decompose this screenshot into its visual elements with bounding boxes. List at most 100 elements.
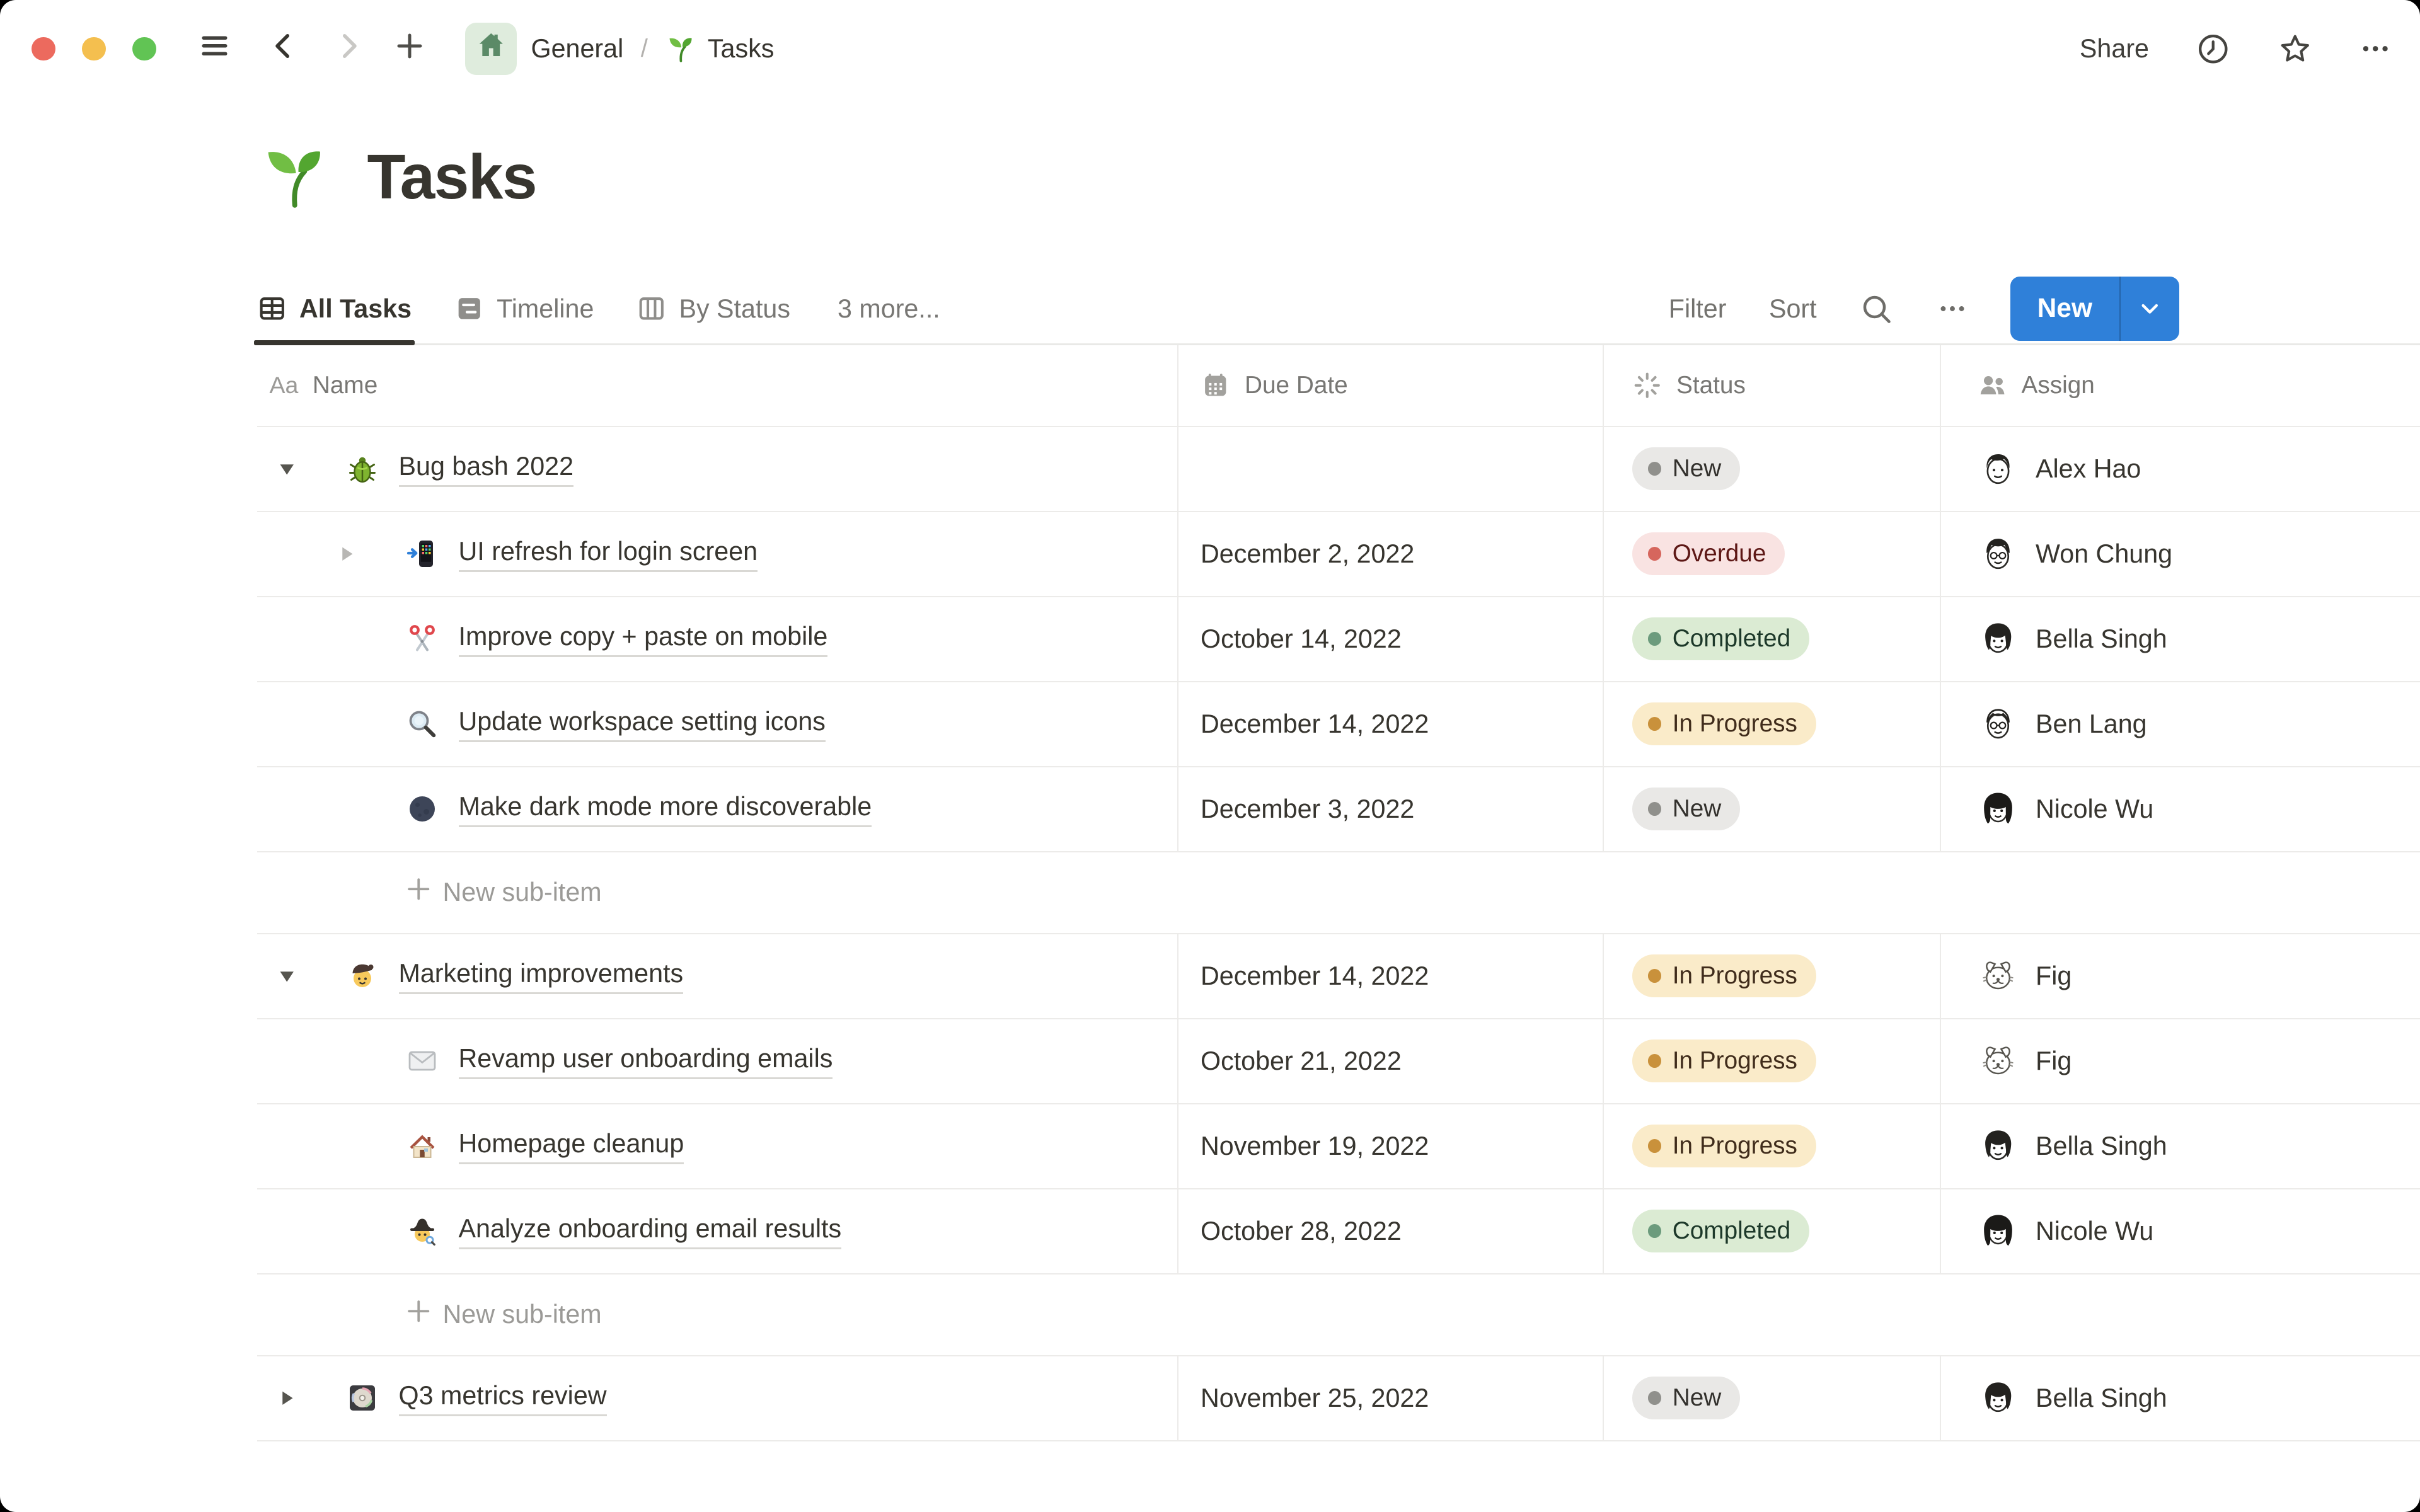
navigate-back-button[interactable] xyxy=(260,25,308,72)
status-cell[interactable]: Overdue xyxy=(1604,512,1941,596)
column-header-status[interactable]: Status xyxy=(1604,345,1941,426)
status-badge[interactable]: New xyxy=(1632,1377,1741,1419)
status-cell[interactable]: In Progress xyxy=(1604,934,1941,1018)
status-cell[interactable]: In Progress xyxy=(1604,1104,1941,1188)
toggle-collapsed-icon[interactable] xyxy=(274,1388,299,1409)
task-name-link[interactable]: Improve copy + paste on mobile xyxy=(458,621,828,657)
status-cell[interactable]: New xyxy=(1604,1356,1941,1440)
artist-icon xyxy=(347,960,378,992)
assignee-name: Alex Hao xyxy=(2036,454,2141,483)
due-date-cell[interactable]: November 19, 2022 xyxy=(1178,1104,1604,1188)
toggle-collapsed-icon[interactable] xyxy=(334,544,359,564)
status-badge[interactable]: In Progress xyxy=(1632,1125,1816,1167)
status-badge[interactable]: Completed xyxy=(1632,1210,1810,1252)
favorite-star-icon[interactable] xyxy=(2277,31,2313,67)
status-cell[interactable]: In Progress xyxy=(1604,1019,1941,1103)
assign-cell[interactable]: Fig xyxy=(1941,1019,2420,1103)
tab-timeline[interactable]: Timeline xyxy=(454,273,594,345)
breadcrumb-space[interactable]: General xyxy=(531,34,624,63)
due-date-value: October 14, 2022 xyxy=(1201,624,1402,653)
teamspace-icon[interactable] xyxy=(464,23,517,75)
page-seedling-icon[interactable] xyxy=(257,140,331,215)
assign-cell[interactable]: Nicole Wu xyxy=(1941,767,2420,851)
status-badge[interactable]: In Progress xyxy=(1632,1040,1816,1082)
status-cell[interactable]: New xyxy=(1604,427,1941,511)
chevron-left-icon xyxy=(268,30,299,68)
due-date-value: December 3, 2022 xyxy=(1201,794,1415,823)
task-name-link[interactable]: UI refresh for login screen xyxy=(458,536,758,572)
task-name-link[interactable]: Update workspace setting icons xyxy=(458,706,826,742)
status-cell[interactable]: Completed xyxy=(1604,1189,1941,1273)
new-button[interactable]: New xyxy=(2010,276,2179,341)
assignee-name: Bella Singh xyxy=(2036,624,2167,653)
task-name-link[interactable]: Revamp user onboarding emails xyxy=(458,1043,833,1079)
more-views-button[interactable]: 3 more... xyxy=(837,294,940,323)
zoom-window-button[interactable] xyxy=(132,37,156,61)
share-button[interactable]: Share xyxy=(2079,34,2149,63)
updates-clock-icon[interactable] xyxy=(2195,31,2232,67)
due-date-cell[interactable] xyxy=(1178,427,1604,511)
table-row: UI refresh for login screen December 2, 2… xyxy=(256,512,2420,597)
assign-cell[interactable]: Nicole Wu xyxy=(1941,1189,2420,1273)
sort-button[interactable]: Sort xyxy=(1768,294,1817,323)
due-date-cell[interactable]: October 21, 2022 xyxy=(1178,1019,1604,1103)
filter-button[interactable]: Filter xyxy=(1668,294,1727,323)
sidebar-menu-button[interactable] xyxy=(191,25,238,72)
new-sub-item-row[interactable]: New sub-item xyxy=(256,1274,2420,1356)
navigate-forward-button[interactable] xyxy=(325,25,372,72)
due-date-cell[interactable]: December 2, 2022 xyxy=(1178,512,1604,596)
tab-by-status[interactable]: By Status xyxy=(637,273,790,345)
minimize-window-button[interactable] xyxy=(82,37,106,61)
due-date-cell[interactable]: December 3, 2022 xyxy=(1178,767,1604,851)
column-header-assign[interactable]: Assign xyxy=(1941,345,2420,426)
due-date-cell[interactable]: December 14, 2022 xyxy=(1178,934,1604,1018)
due-date-cell[interactable]: December 14, 2022 xyxy=(1178,682,1604,766)
close-window-button[interactable] xyxy=(32,37,55,61)
task-name-link[interactable]: Analyze onboarding email results xyxy=(458,1213,842,1249)
assign-cell[interactable]: Alex Hao xyxy=(1941,427,2420,511)
assign-cell[interactable]: Won Chung xyxy=(1941,512,2420,596)
toggle-expanded-icon[interactable] xyxy=(274,459,299,479)
tab-label: Timeline xyxy=(497,294,594,323)
due-date-cell[interactable]: November 25, 2022 xyxy=(1178,1356,1604,1440)
table-row: Analyze onboarding email results October … xyxy=(256,1189,2420,1274)
chevron-down-icon[interactable] xyxy=(2121,277,2179,341)
page-title[interactable]: Tasks xyxy=(367,141,538,212)
breadcrumb-page[interactable]: Tasks xyxy=(707,34,775,63)
new-page-button[interactable] xyxy=(386,25,434,72)
assign-cell[interactable]: Ben Lang xyxy=(1941,682,2420,766)
status-cell[interactable]: In Progress xyxy=(1604,682,1941,766)
view-options-icon[interactable] xyxy=(1937,293,1968,324)
column-header-name[interactable]: Aa Name xyxy=(257,345,1178,426)
status-badge[interactable]: New xyxy=(1632,788,1741,830)
tasks-table: Aa Name Due Date Status Assign Bug bash … xyxy=(256,345,2420,1441)
assign-cell[interactable]: Bella Singh xyxy=(1941,1356,2420,1440)
status-badge[interactable]: Completed xyxy=(1632,617,1810,660)
column-header-due-date[interactable]: Due Date xyxy=(1178,345,1604,426)
task-name-link[interactable]: Homepage cleanup xyxy=(458,1128,684,1164)
search-icon[interactable] xyxy=(1859,292,1894,326)
toggle-expanded-icon[interactable] xyxy=(274,966,299,987)
task-name-link[interactable]: Marketing improvements xyxy=(398,958,684,994)
tab-all-tasks[interactable]: All Tasks xyxy=(253,273,415,345)
due-date-cell[interactable]: October 14, 2022 xyxy=(1178,597,1604,681)
new-sub-item-row[interactable]: New sub-item xyxy=(256,852,2420,934)
more-options-icon[interactable] xyxy=(2359,32,2392,66)
table-row: Q3 metrics review November 25, 2022 New Bel… xyxy=(256,1356,2420,1441)
task-name-link[interactable]: Bug bash 2022 xyxy=(398,450,574,487)
status-badge[interactable]: In Progress xyxy=(1632,954,1816,997)
assign-cell[interactable]: Bella Singh xyxy=(1941,597,2420,681)
status-cell[interactable]: Completed xyxy=(1604,597,1941,681)
status-badge[interactable]: New xyxy=(1632,447,1741,490)
status-badge[interactable]: Overdue xyxy=(1632,532,1785,575)
task-name-link[interactable]: Q3 metrics review xyxy=(398,1380,607,1416)
status-cell[interactable]: New xyxy=(1604,767,1941,851)
chevron-right-icon xyxy=(333,30,364,68)
status-badge[interactable]: In Progress xyxy=(1632,702,1816,745)
scissors-icon xyxy=(406,623,438,655)
task-name-link[interactable]: Make dark mode more discoverable xyxy=(458,791,872,827)
envelope-icon xyxy=(406,1045,438,1077)
assign-cell[interactable]: Fig xyxy=(1941,934,2420,1018)
assign-cell[interactable]: Bella Singh xyxy=(1941,1104,2420,1188)
due-date-cell[interactable]: October 28, 2022 xyxy=(1178,1189,1604,1273)
